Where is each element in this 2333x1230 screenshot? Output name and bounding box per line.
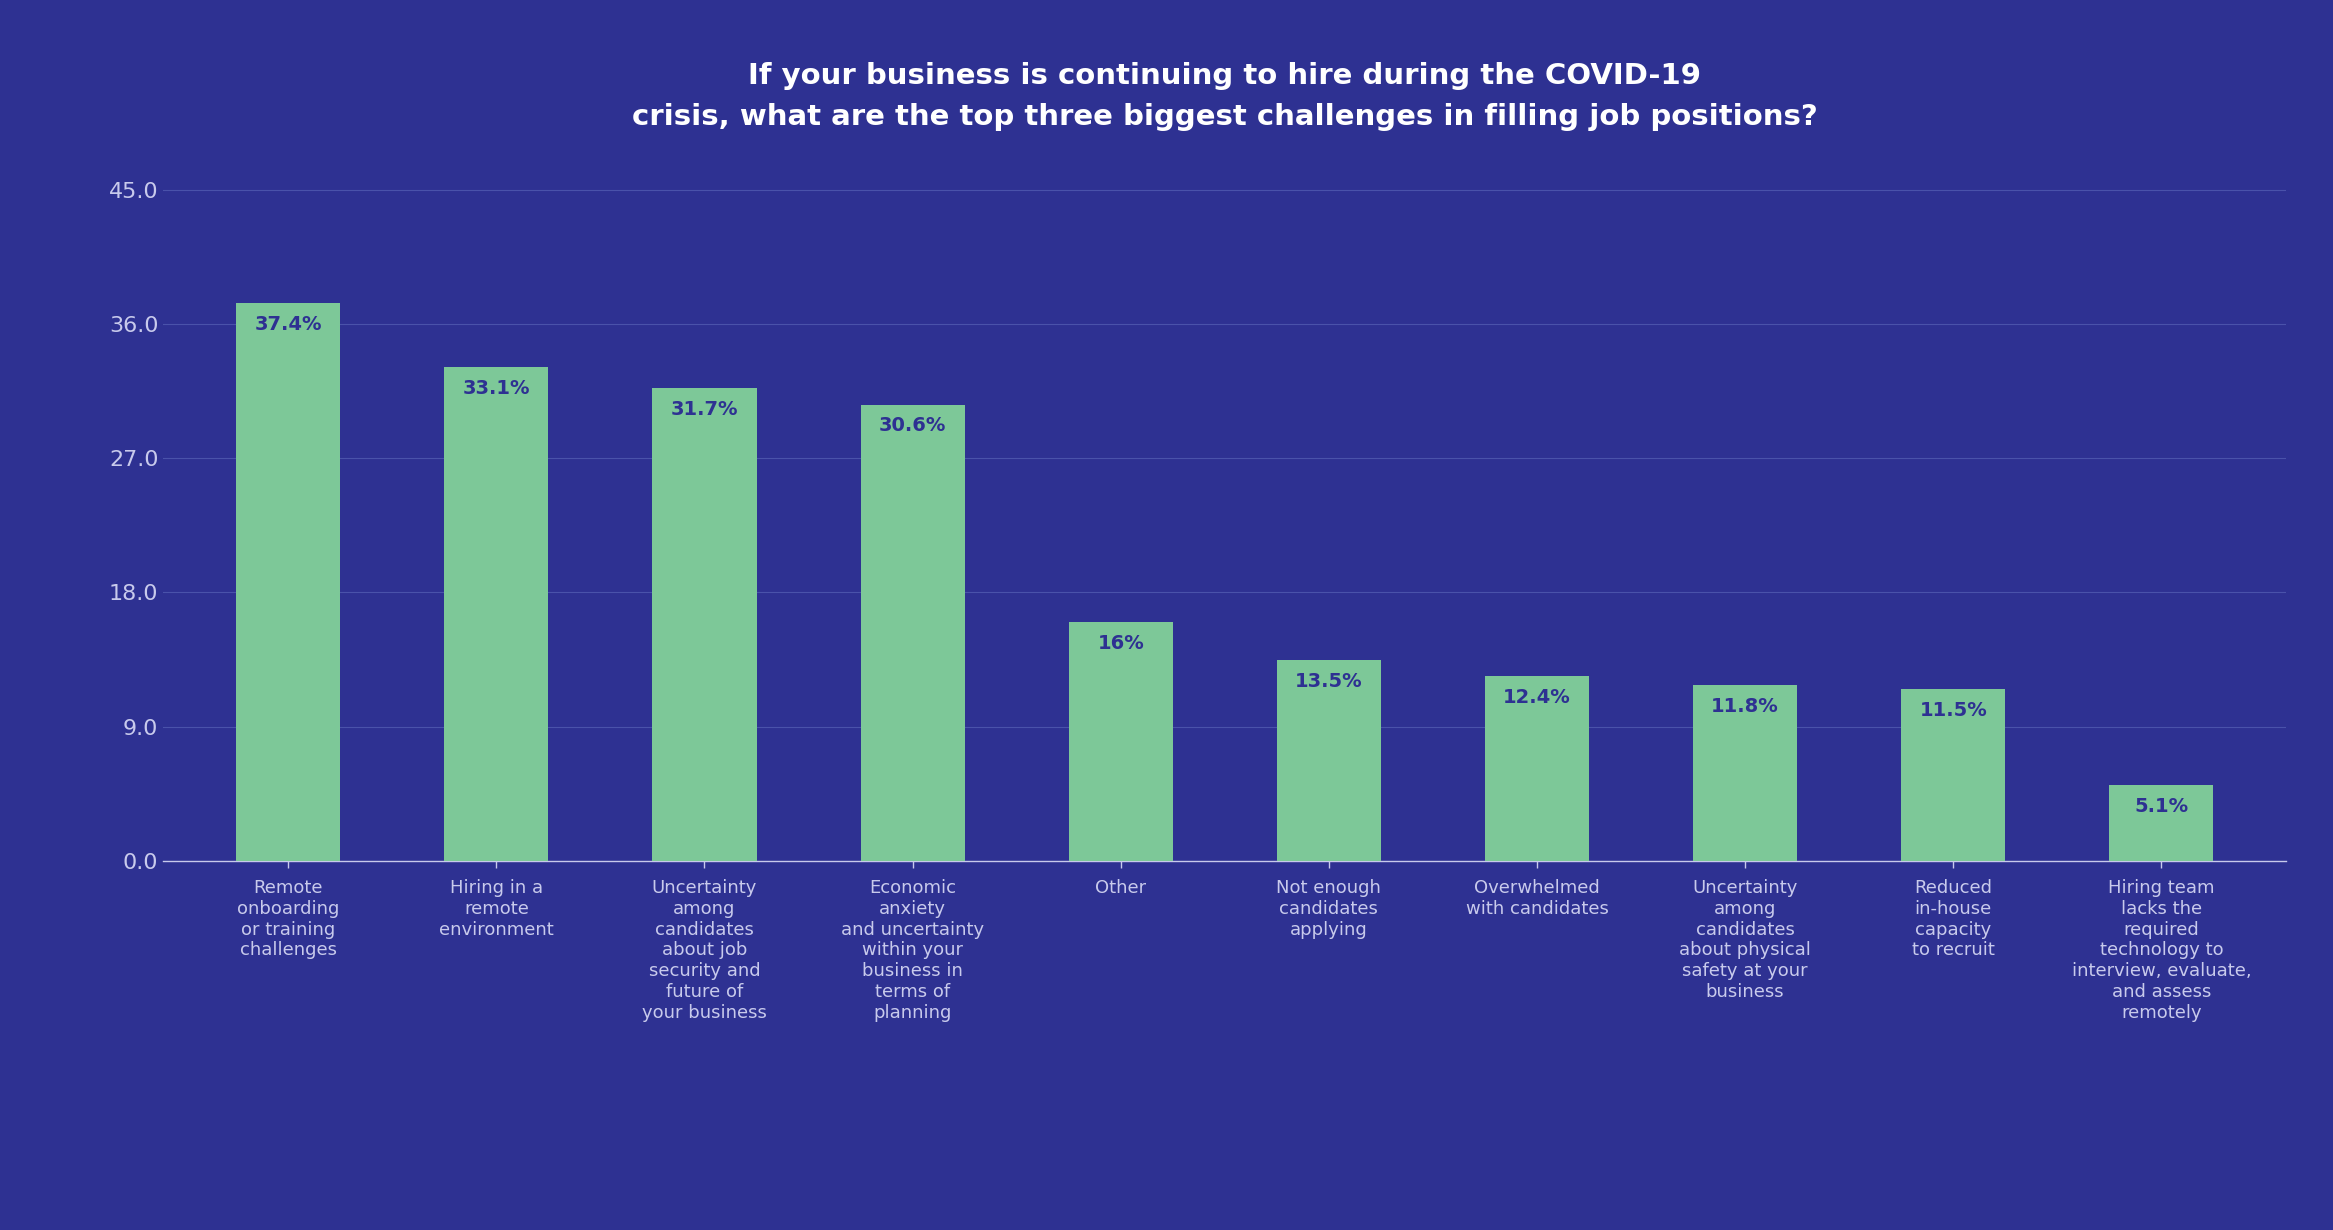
Bar <box>653 389 756 861</box>
Bar <box>1901 690 2006 861</box>
Title: If your business is continuing to hire during the COVID-19
crisis, what are the : If your business is continuing to hire d… <box>632 62 1817 132</box>
Bar <box>2109 785 2214 861</box>
Bar <box>1486 676 1589 861</box>
Bar <box>236 303 341 861</box>
Text: 11.8%: 11.8% <box>1712 697 1780 716</box>
Text: 13.5%: 13.5% <box>1295 672 1362 690</box>
Bar <box>1276 659 1381 861</box>
Text: 33.1%: 33.1% <box>462 379 530 399</box>
Text: 16%: 16% <box>1097 635 1143 653</box>
Text: 37.4%: 37.4% <box>254 315 322 335</box>
Text: 11.5%: 11.5% <box>1920 701 1988 721</box>
Text: 5.1%: 5.1% <box>2135 797 2188 815</box>
Bar <box>443 368 548 861</box>
Bar <box>1069 622 1173 861</box>
Text: 12.4%: 12.4% <box>1502 688 1570 707</box>
Bar <box>861 405 964 861</box>
Text: 31.7%: 31.7% <box>670 400 737 419</box>
Bar <box>1694 685 1796 861</box>
Text: 30.6%: 30.6% <box>880 417 947 435</box>
